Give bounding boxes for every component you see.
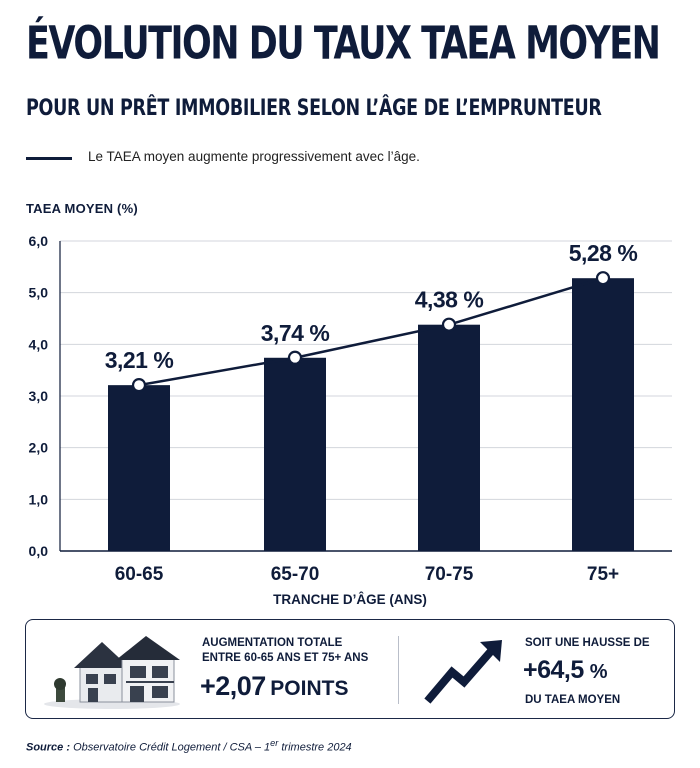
total-increase-label-line2: ENTRE 60-65 ANS ET 75+ ANS bbox=[202, 652, 369, 664]
summary-divider bbox=[398, 636, 399, 704]
line-marker bbox=[287, 350, 303, 365]
legend-line-swatch bbox=[26, 157, 72, 160]
line-marker bbox=[131, 378, 147, 393]
bar-chart: 0,0 1,0 2,0 3,0 4,0 5,0 6,0 60-65 65-70 70-75 75+ 3… bbox=[29, 233, 672, 585]
source-note: Source : Observatoire Crédit Logement / … bbox=[26, 738, 352, 754]
trend-line bbox=[138, 277, 604, 387]
y-tick-label: 1,0 bbox=[29, 491, 49, 507]
line-marker bbox=[595, 271, 611, 286]
y-tick-label: 2,0 bbox=[29, 440, 49, 456]
data-label: 3,21 % bbox=[105, 347, 174, 373]
bar bbox=[108, 385, 170, 551]
summary-box: AUGMENTATION TOTALE ENTRE 60-65 ANS ET 7… bbox=[25, 619, 675, 719]
percent-increase-label-bottom: DU TAEA MOYEN bbox=[525, 694, 621, 706]
y-tick-label: 4,0 bbox=[29, 336, 49, 352]
source-sup: er bbox=[270, 738, 279, 748]
source-text: Observatoire Crédit Logement / CSA – 1 bbox=[73, 741, 271, 754]
y-tick-label: 0,0 bbox=[29, 543, 49, 559]
page-title: ÉVOLUTION DU TAUX TAEA MOYEN bbox=[26, 18, 661, 70]
data-label: 3,74 % bbox=[261, 320, 330, 346]
data-label: 5,28 % bbox=[569, 240, 638, 266]
y-axis-title: TAEA MOYEN (%) bbox=[26, 201, 138, 216]
total-increase-label: AUGMENTATION TOTALE ENTRE 60-65 ANS ET 7… bbox=[202, 636, 368, 666]
source-suffix: trimestre 2024 bbox=[278, 741, 352, 754]
source-prefix: Source : bbox=[26, 741, 71, 754]
percent-increase-value: +64,5% bbox=[523, 656, 608, 685]
percent-increase-unit: % bbox=[589, 661, 608, 683]
house-icon bbox=[44, 636, 180, 709]
trend-up-arrow-icon bbox=[424, 640, 502, 704]
total-increase-value: +2,07 POINTS bbox=[200, 671, 348, 702]
y-tick-label: 5,0 bbox=[29, 285, 49, 301]
total-increase-label-line1: AUGMENTATION TOTALE bbox=[202, 637, 343, 649]
bar bbox=[418, 324, 480, 551]
bar bbox=[264, 357, 326, 551]
x-tick-label: 75+ bbox=[587, 564, 619, 585]
legend-text: Le TAEA moyen augmente progressivement a… bbox=[88, 149, 420, 164]
bar bbox=[572, 278, 634, 551]
page-subtitle: POUR UN PRÊT IMMOBILIER SELON L’ÂGE DE L… bbox=[26, 96, 602, 121]
y-tick-label: 6,0 bbox=[29, 233, 49, 249]
percent-increase-number: +64,5 bbox=[523, 656, 584, 684]
total-increase-unit: POINTS bbox=[270, 677, 349, 700]
x-tick-label: 60-65 bbox=[115, 564, 164, 585]
x-tick-label: 70-75 bbox=[425, 564, 474, 585]
y-tick-label: 3,0 bbox=[29, 388, 49, 404]
line-marker bbox=[441, 317, 457, 332]
percent-increase-label-top: SOIT UNE HAUSSE DE bbox=[525, 637, 650, 649]
data-label: 4,38 % bbox=[415, 287, 484, 313]
x-axis-title: TRANCHE D’ÂGE (ANS) bbox=[273, 592, 427, 607]
x-tick-label: 65-70 bbox=[271, 564, 320, 585]
total-increase-number: +2,07 bbox=[200, 671, 266, 701]
